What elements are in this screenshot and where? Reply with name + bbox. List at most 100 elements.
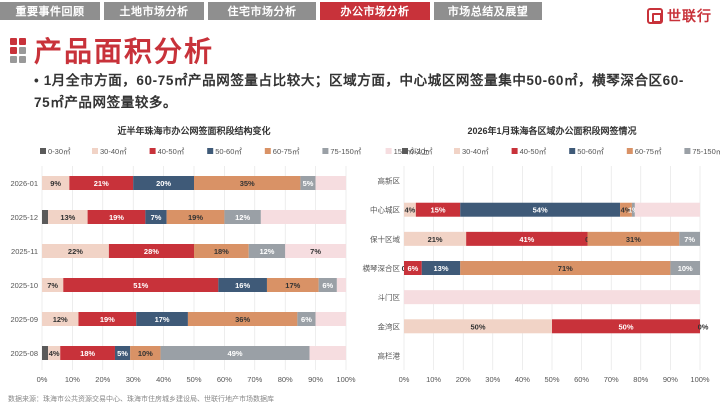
chart-0-xtick-10: 100% (336, 375, 356, 384)
chart-0-label-5-5: 49% (228, 349, 243, 358)
chart-0-label-2-6: 7% (310, 247, 321, 256)
chart-1-label-3-5: 10% (678, 264, 693, 273)
chart-0-bar-5-0 (42, 346, 49, 360)
chart-0-xtick-7: 70% (247, 375, 262, 384)
chart-0-label-2-1: 22% (68, 247, 83, 256)
chart-1-label-3-3: 13% (433, 264, 448, 273)
chart-1-xtick-0: 0% (399, 375, 410, 384)
chart-1-label-3-2: 6% (407, 264, 418, 273)
chart-0-label-3-5: 6% (322, 281, 333, 290)
chart-1-label-2-1: 21% (428, 235, 443, 244)
logo-text: 世联行 (667, 8, 712, 24)
chart-0-category-5: 2025-08 (10, 349, 38, 358)
chart-0-label-1-3: 7% (151, 213, 162, 222)
chart-1-bar-2-4 (587, 231, 680, 246)
chart-1-bar-1-3 (460, 202, 621, 217)
chart-1-bar-5-1 (404, 319, 552, 334)
chart-0-label-0-5: 5% (303, 179, 314, 188)
chart-0-legend-label-4: 60-75㎡ (273, 147, 300, 156)
chart-0-bar-1-3 (145, 210, 167, 224)
page-title: 产品面积分析 (34, 36, 215, 67)
chart-1-bar-5-2 (552, 319, 700, 334)
chart-0-category-4: 2025-09 (10, 315, 38, 324)
chart-0-bar-3-2 (63, 278, 219, 292)
chart-1-bar-1-5 (631, 202, 635, 217)
chart-1-label-1-4: 4% (621, 206, 632, 215)
chart-1-xtick-7: 70% (604, 375, 619, 384)
chart-0-bar-3-4 (266, 278, 319, 292)
chart-1-label-1-3: 54% (533, 206, 548, 215)
chart-1-xtick-3: 30% (485, 375, 500, 384)
chart-0-label-1-1: 13% (60, 213, 75, 222)
chart-0-bar-2-5 (248, 244, 286, 258)
chart-0-legend-swatch-3 (207, 148, 214, 154)
chart-1-category-4: 斗门区 (378, 293, 401, 302)
chart-0-bar-4-4 (187, 312, 298, 326)
chart-0-bar-2-4 (194, 244, 249, 258)
chart-0-label-3-4: 17% (285, 281, 300, 290)
chart-0-label-2-2: 28% (144, 247, 159, 256)
logo-seal-icon (647, 8, 663, 24)
chart-1-legend-label-4: 60-75㎡ (635, 147, 662, 156)
chart-0-bar-2-6 (285, 244, 346, 258)
chart-0-label-2-5: 12% (259, 247, 274, 256)
chart-1-bar-2-1 (404, 231, 467, 246)
chart-1-xtick-2: 20% (456, 375, 471, 384)
chart-0-category-3: 2025-10 (10, 281, 38, 290)
chart-1-category-3: 横琴深合区 (363, 263, 401, 273)
chart-1-xtick-8: 80% (633, 375, 648, 384)
chart-1-xtick-5: 50% (544, 375, 559, 384)
tab-key-events[interactable]: 重要事件回顾 (0, 2, 100, 20)
tab-office-market[interactable]: 办公市场分析 (320, 2, 430, 20)
chart-1-bar-1-1 (404, 202, 416, 217)
chart-0-label-1-4: 19% (188, 213, 203, 222)
chart-0-bar-4-5 (297, 312, 316, 326)
chart-1-bar-1-6 (634, 202, 700, 217)
chart-0-legend-swatch-6 (385, 148, 392, 154)
chart-0-bar-5-3 (114, 346, 131, 360)
chart-0-xtick-2: 20% (95, 375, 110, 384)
chart-0-xtick-9: 90% (308, 375, 323, 384)
chart-0-label-5-3: 5% (117, 349, 128, 358)
chart-0-bar-3-6 (336, 278, 346, 292)
chart-1-bar-3-3 (421, 261, 461, 275)
chart-0-bar-4-2 (78, 312, 137, 326)
chart-1-xtick-1: 10% (426, 375, 441, 384)
chart-1-bar-2-2 (466, 231, 588, 246)
chart-0-label-3-2: 51% (133, 281, 148, 290)
chart-1-label-1-5: 1% (628, 206, 639, 215)
chart-0-category-2: 2025-11 (11, 247, 38, 256)
top-nav: 重要事件回顾 土地市场分析 住宅市场分析 办公市场分析 市场总结及展望 世联行 (0, 0, 720, 24)
title-decoration-icon (10, 38, 28, 64)
chart-1-label-2-4: 31% (626, 235, 641, 244)
chart-0-bar-5-5 (160, 346, 310, 360)
chart-0-bar-3-5 (318, 278, 337, 292)
chart-0-label-0-1: 9% (50, 179, 61, 188)
chart-1-xtick-4: 40% (515, 375, 530, 384)
chart-0-xtick-8: 80% (278, 375, 293, 384)
tab-land-market[interactable]: 土地市场分析 (104, 2, 204, 20)
chart-0-xtick-5: 50% (186, 375, 201, 384)
chart-0-bar-5-2 (60, 346, 115, 360)
chart-1-bar-3-5 (670, 261, 700, 275)
chart-1-legend-label-0: 0-30㎡ (410, 147, 433, 156)
chart-1-bar-3-2 (404, 261, 422, 275)
chart-1-label-5-5: 0% (698, 322, 709, 331)
chart-0-label-5-4: 10% (138, 349, 153, 358)
chart-0-bar-0-4 (194, 176, 301, 190)
chart-0-bar-0-1 (42, 176, 70, 190)
chart-0-legend-label-6: 150㎡以上 (394, 147, 430, 156)
chart-0-label-4-4: 36% (235, 315, 250, 324)
brand-logo: 世联行 (647, 6, 712, 26)
chart-0-title: 近半年珠海市办公网签面积段结构变化 (117, 125, 270, 136)
chart-0-bar-3-1 (42, 278, 64, 292)
chart-0-label-0-2: 21% (94, 179, 109, 188)
chart-1-legend-swatch-0 (402, 148, 408, 154)
chart-0-label-4-1: 12% (53, 315, 68, 324)
tab-summary-outlook[interactable]: 市场总结及展望 (434, 2, 542, 20)
chart-0-bar-4-1 (42, 312, 79, 326)
chart-1-label-2-5: 7% (684, 235, 695, 244)
chart-0-bar-1-1 (48, 210, 88, 224)
chart-1-legend-swatch-5 (684, 148, 691, 154)
tab-residential-market[interactable]: 住宅市场分析 (208, 2, 316, 20)
